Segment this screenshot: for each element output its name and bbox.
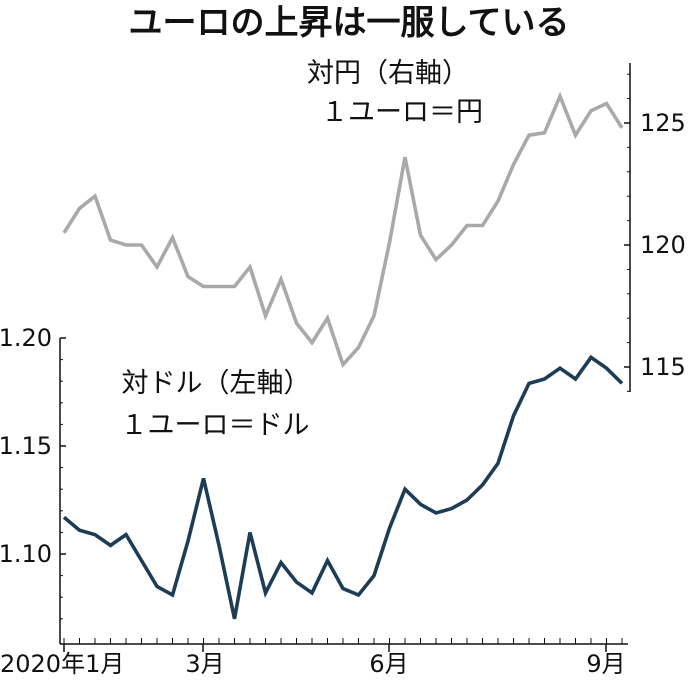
yen-series-name: 対円（右軸）: [307, 58, 469, 89]
left-y-tick-label: 1.15: [0, 432, 52, 460]
dollar-series-name: 対ドル（左軸）: [122, 368, 311, 399]
left-y-tick-label: 1.20: [0, 324, 52, 352]
dollar-series-label: 対ドル（左軸） １ユーロ＝ドル: [121, 368, 311, 441]
right-y-tick-label: 125: [640, 109, 686, 137]
left-y-tick-label: 1.10: [0, 540, 52, 568]
yen-series-label: 対円（右軸） １ユーロ＝円: [307, 58, 483, 128]
x-tick-label: 2020年1月: [0, 650, 124, 678]
dollar-series-line: [62, 354, 624, 620]
right-y-tick-label: 115: [640, 353, 686, 381]
chart-title: ユーロの上昇は一服している: [129, 3, 570, 43]
axes-layer: 1.10 1.15 1.20 115 120 125 2020年1月 3月 6月 9月: [0, 63, 686, 678]
yen-series-line: [62, 91, 624, 369]
right-y-tick-label: 120: [640, 231, 686, 259]
x-tick-label: 3月: [185, 650, 224, 678]
dollar-series-subtitle: １ユーロ＝ドル: [121, 410, 310, 441]
x-tick-label: 6月: [369, 650, 408, 678]
x-tick-label: 9月: [586, 650, 625, 678]
series-layer: [62, 91, 624, 620]
yen-series-subtitle: １ユーロ＝円: [321, 97, 483, 128]
